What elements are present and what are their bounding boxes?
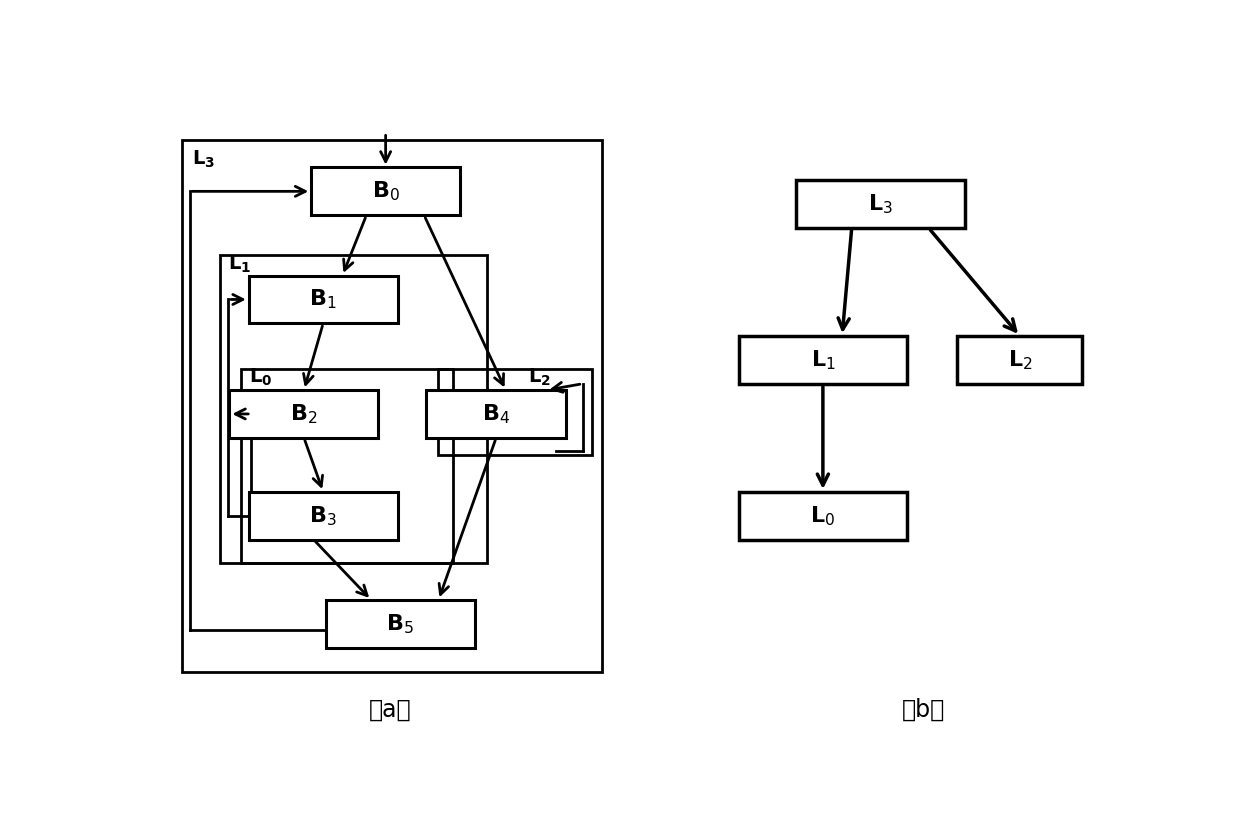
Bar: [221, 255, 486, 563]
Bar: [182, 140, 601, 672]
Bar: [311, 168, 460, 216]
Text: （b）: （b）: [903, 698, 945, 722]
Text: B$_3$: B$_3$: [309, 504, 337, 528]
Bar: [249, 491, 398, 539]
Text: $\mathbf{L_3}$: $\mathbf{L_3}$: [191, 149, 215, 170]
Bar: [739, 336, 906, 384]
Text: L$_3$: L$_3$: [868, 192, 893, 216]
Text: $\mathbf{L_0}$: $\mathbf{L_0}$: [249, 367, 273, 388]
Bar: [427, 390, 565, 438]
Text: B$_2$: B$_2$: [290, 402, 317, 425]
Bar: [739, 491, 906, 539]
Text: L$_1$: L$_1$: [811, 348, 836, 372]
Bar: [796, 180, 965, 228]
Text: L$_2$: L$_2$: [1008, 348, 1032, 372]
Text: B$_0$: B$_0$: [372, 179, 399, 203]
Bar: [242, 369, 453, 563]
Text: L$_0$: L$_0$: [810, 504, 836, 528]
Text: $\mathbf{L_2}$: $\mathbf{L_2}$: [528, 367, 551, 388]
Bar: [249, 276, 398, 323]
Bar: [326, 600, 475, 648]
Bar: [229, 390, 378, 438]
Text: $\mathbf{L_1}$: $\mathbf{L_1}$: [228, 254, 252, 275]
Text: B$_5$: B$_5$: [386, 612, 414, 636]
Text: （a）: （a）: [370, 698, 412, 722]
Text: B$_1$: B$_1$: [310, 287, 337, 311]
Bar: [439, 369, 593, 455]
Text: B$_4$: B$_4$: [482, 402, 510, 425]
Bar: [957, 336, 1083, 384]
